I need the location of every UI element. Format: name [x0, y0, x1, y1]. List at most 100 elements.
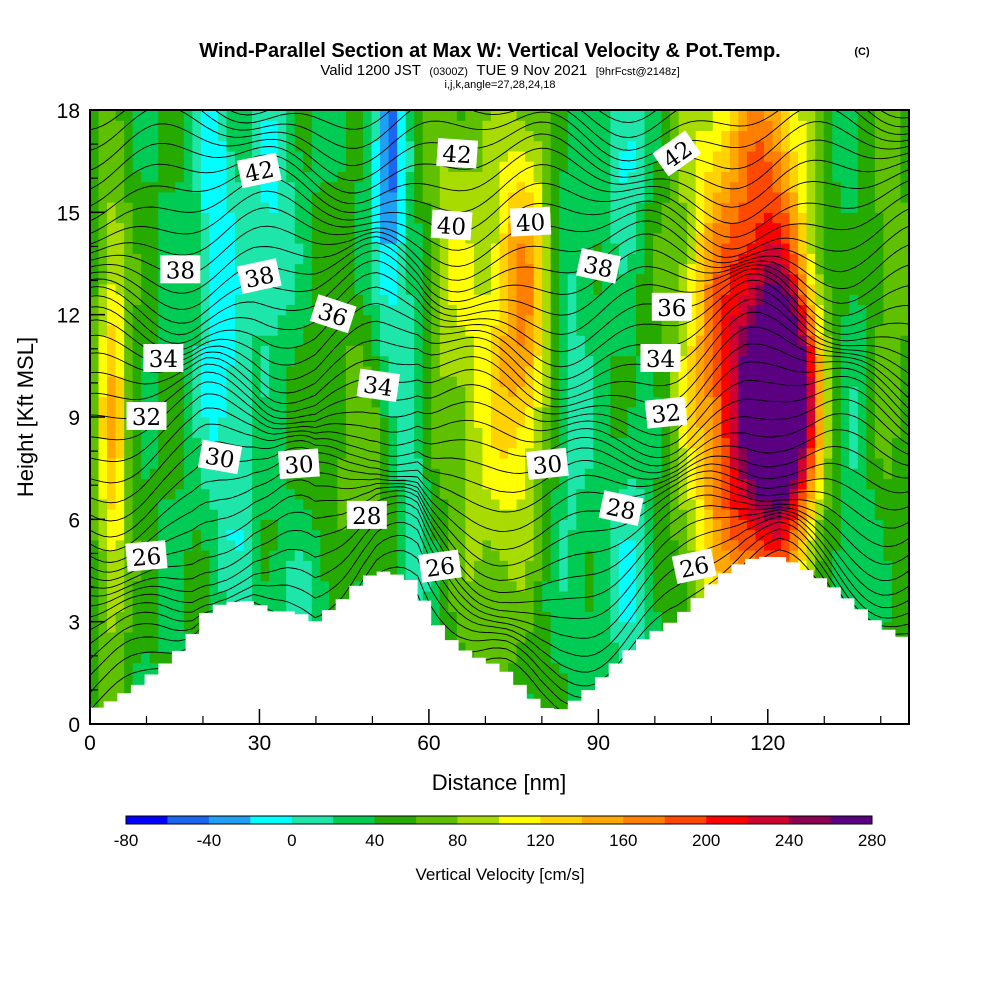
velocity-cell — [175, 140, 185, 152]
velocity-cell — [328, 498, 339, 510]
velocity-cell — [508, 304, 518, 316]
velocity-cell — [132, 243, 142, 254]
velocity-cell — [499, 324, 509, 336]
velocity-cell — [542, 140, 552, 152]
velocity-cell — [166, 457, 176, 469]
velocity-cell — [542, 642, 552, 653]
velocity-cell — [320, 519, 330, 531]
velocity-cell — [593, 365, 603, 377]
velocity-cell — [98, 550, 108, 561]
velocity-cell — [405, 130, 415, 142]
velocity-cell — [499, 509, 509, 520]
velocity-cell — [252, 140, 262, 152]
velocity-cell — [550, 130, 560, 142]
velocity-cell — [320, 478, 330, 490]
velocity-cell — [516, 498, 526, 510]
velocity-cell — [397, 243, 407, 254]
velocity-cell — [311, 396, 321, 408]
velocity-cell — [508, 580, 518, 592]
velocity-cell — [763, 345, 774, 357]
velocity-cell — [124, 519, 134, 531]
velocity-cell — [115, 488, 125, 500]
velocity-cell — [260, 294, 270, 306]
velocity-cell — [636, 212, 646, 224]
velocity-cell — [243, 202, 253, 213]
velocity-cell — [328, 509, 339, 520]
velocity-cell — [124, 437, 134, 449]
velocity-cell — [482, 519, 492, 531]
velocity-cell — [260, 550, 270, 561]
velocity-cell — [277, 110, 287, 121]
velocity-cell — [132, 294, 142, 306]
velocity-cell — [277, 140, 287, 152]
velocity-cell — [405, 488, 415, 500]
velocity-cell — [286, 498, 296, 510]
velocity-cell — [269, 294, 279, 306]
velocity-cell — [550, 202, 560, 213]
velocity-cell — [90, 253, 100, 265]
velocity-cell — [781, 417, 791, 428]
velocity-cell — [542, 396, 552, 408]
velocity-cell — [627, 468, 637, 479]
velocity-cell — [414, 191, 424, 203]
velocity-cell — [439, 243, 449, 254]
velocity-cell — [320, 539, 330, 551]
velocity-cell — [439, 437, 449, 449]
velocity-cell — [499, 550, 509, 561]
velocity-cell — [704, 427, 714, 439]
velocity-cell — [149, 283, 159, 295]
velocity-cell — [422, 263, 432, 275]
velocity-cell — [584, 335, 594, 346]
velocity-cell — [200, 539, 211, 551]
velocity-cell — [141, 611, 151, 623]
velocity-cell — [584, 621, 594, 633]
velocity-cell — [542, 498, 552, 510]
velocity-cell — [260, 376, 270, 387]
velocity-cell — [124, 110, 134, 121]
velocity-cell — [277, 590, 287, 602]
velocity-cell — [328, 355, 339, 367]
velocity-cell — [456, 345, 466, 357]
velocity-cell — [311, 140, 321, 152]
velocity-cell — [320, 212, 330, 224]
velocity-cell — [499, 263, 509, 275]
velocity-cell — [115, 642, 125, 653]
velocity-cell — [772, 314, 782, 326]
velocity-cell — [439, 498, 449, 510]
velocity-cell — [277, 560, 287, 572]
velocity-cell — [678, 273, 688, 285]
velocity-cell — [576, 539, 586, 551]
velocity-cell — [653, 590, 663, 602]
velocity-cell — [98, 488, 108, 500]
velocity-cell — [704, 150, 714, 162]
velocity-cell — [508, 150, 518, 162]
velocity-cell — [781, 437, 791, 449]
velocity-cell — [550, 539, 560, 551]
velocity-cell — [755, 437, 765, 449]
velocity-cell — [175, 110, 185, 121]
velocity-cell — [183, 427, 193, 439]
velocity-cell — [269, 386, 279, 398]
velocity-cell — [183, 621, 193, 633]
velocity-cell — [388, 243, 398, 254]
velocity-cell — [627, 335, 637, 346]
velocity-cell — [98, 601, 108, 613]
velocity-cell — [431, 498, 441, 510]
velocity-cell — [388, 539, 398, 551]
velocity-cell — [567, 171, 577, 183]
velocity-cell — [124, 294, 134, 306]
velocity-cell — [763, 110, 774, 121]
velocity-cell — [772, 263, 782, 275]
velocity-cell — [584, 457, 594, 469]
velocity-cell — [636, 631, 646, 643]
velocity-cell — [252, 294, 262, 306]
velocity-cell — [252, 560, 262, 572]
velocity-cell — [670, 263, 680, 275]
velocity-cell — [337, 253, 347, 265]
velocity-cell — [516, 161, 526, 172]
velocity-cell — [448, 273, 458, 285]
velocity-cell — [158, 150, 168, 162]
velocity-cell — [431, 150, 441, 162]
velocity-cell — [533, 488, 543, 500]
velocity-cell — [328, 590, 339, 602]
